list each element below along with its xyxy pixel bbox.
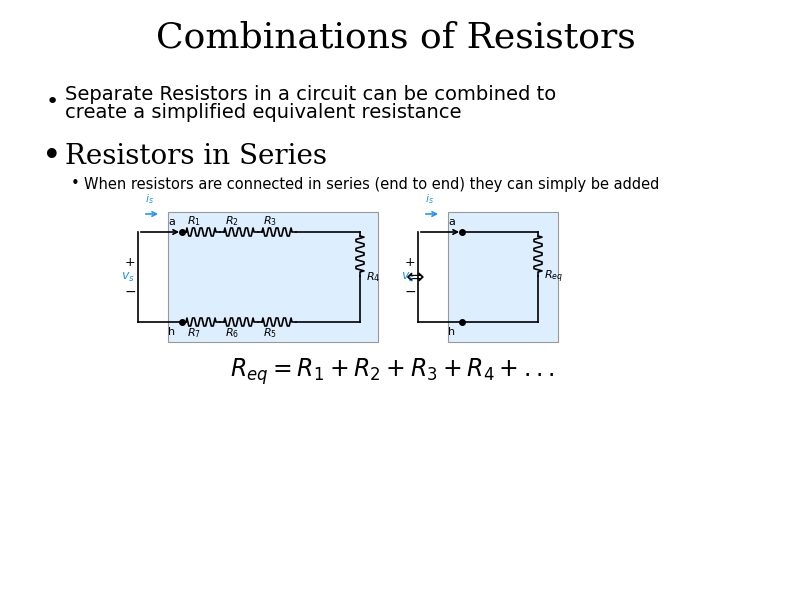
- Text: $R_3$: $R_3$: [263, 214, 277, 228]
- Text: Separate Resistors in a circuit can be combined to: Separate Resistors in a circuit can be c…: [65, 84, 556, 103]
- Text: $R_{eq} = R_1 + R_2 + R_3 + R_4 + ...$: $R_{eq} = R_1 + R_2 + R_3 + R_4 + ...$: [230, 357, 554, 387]
- Text: −: −: [124, 285, 135, 299]
- Text: $R_4$: $R_4$: [366, 270, 380, 284]
- Text: a: a: [169, 217, 176, 227]
- Text: $R_6$: $R_6$: [225, 326, 239, 340]
- Text: h: h: [169, 327, 176, 337]
- Text: When resistors are connected in series (end to end) they can simply be added: When resistors are connected in series (…: [84, 176, 660, 192]
- Text: −: −: [404, 285, 416, 299]
- Text: $R_{eq}$: $R_{eq}$: [544, 269, 563, 285]
- Text: $v_s$: $v_s$: [121, 271, 135, 283]
- Bar: [168, 212, 378, 342]
- Text: $R_2$: $R_2$: [225, 214, 239, 228]
- Text: $R_5$: $R_5$: [263, 326, 277, 340]
- Text: create a simplified equivalent resistance: create a simplified equivalent resistanc…: [65, 102, 462, 122]
- Text: Combinations of Resistors: Combinations of Resistors: [156, 20, 636, 54]
- Text: $i_s$: $i_s$: [425, 192, 433, 206]
- Text: $i_s$: $i_s$: [144, 192, 154, 206]
- Text: $v_s$: $v_s$: [401, 271, 415, 283]
- Text: $R_7$: $R_7$: [187, 326, 201, 340]
- Text: +: +: [124, 255, 135, 269]
- Text: $R_1$: $R_1$: [187, 214, 201, 228]
- Text: a: a: [448, 217, 455, 227]
- Bar: [448, 212, 558, 342]
- Text: +: +: [405, 255, 415, 269]
- Text: $\Leftrightarrow$: $\Leftrightarrow$: [401, 267, 425, 287]
- Text: •: •: [70, 176, 79, 192]
- Text: h: h: [448, 327, 455, 337]
- Text: Resistors in Series: Resistors in Series: [65, 143, 327, 171]
- Text: •: •: [45, 92, 59, 112]
- Text: •: •: [42, 141, 62, 173]
